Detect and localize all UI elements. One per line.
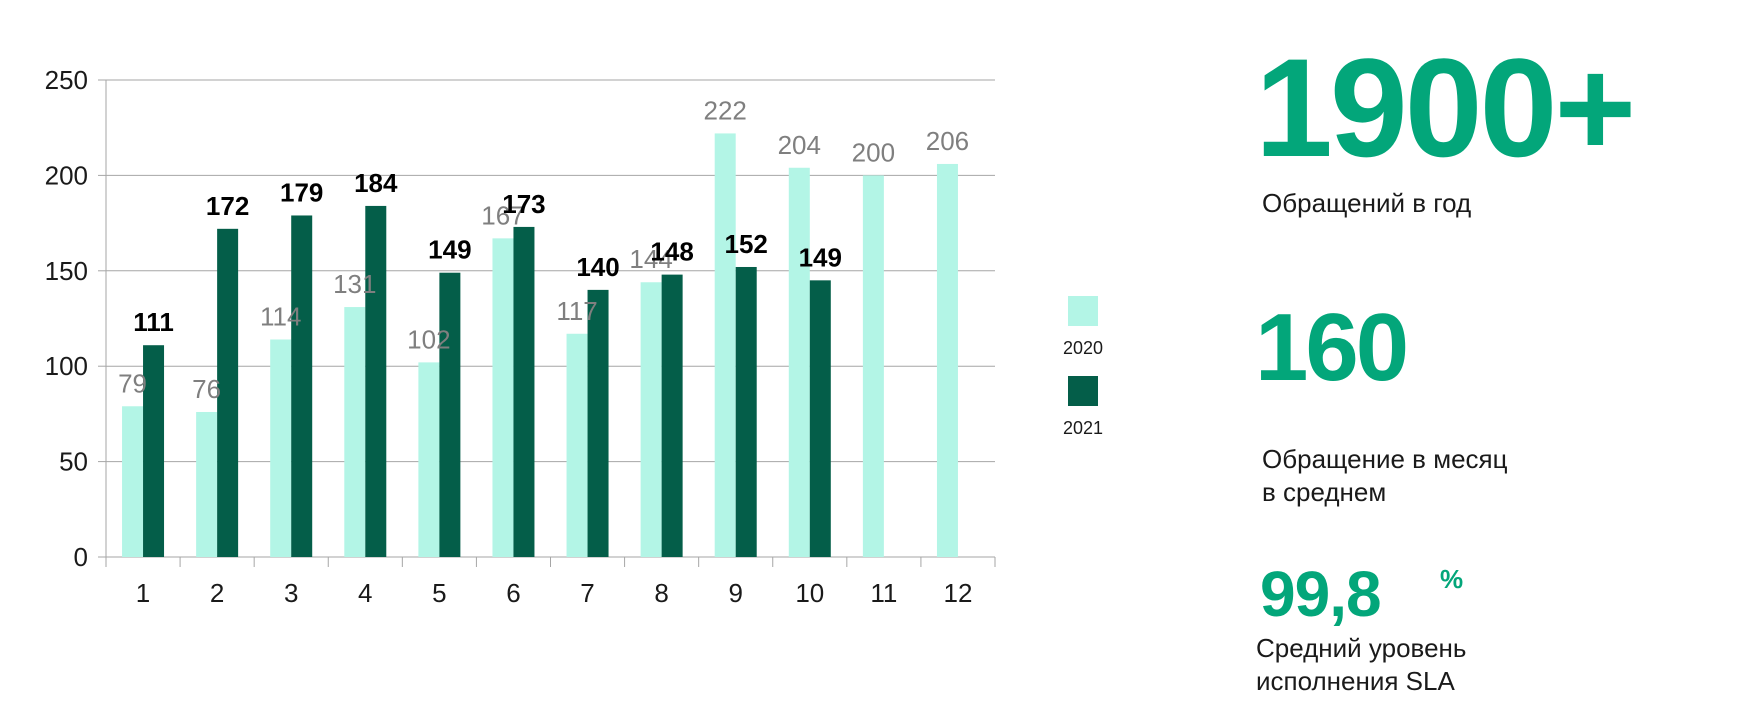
bar-2020-4 <box>344 307 366 557</box>
legend-label-2020: 2020 <box>1063 338 1103 358</box>
legend-label-2021: 2021 <box>1063 418 1103 438</box>
stats-panel: 1900+ Обращений в год 160 Обращение в ме… <box>1250 0 1740 720</box>
data-label-2021: 184 <box>354 168 398 198</box>
x-tick-label: 12 <box>943 578 972 608</box>
bar-2021-4 <box>365 205 387 558</box>
x-tick-label: 9 <box>728 578 742 608</box>
data-label-2020: 144 <box>629 244 672 274</box>
data-label-2020: 102 <box>407 324 450 354</box>
bar-2021-5 <box>439 272 461 557</box>
y-axis: 0 50 100 150 200 250 <box>45 65 107 572</box>
sla-caption-line1: Средний уровень <box>1256 633 1467 663</box>
bar-2020-7 <box>566 333 588 557</box>
monthly-caption-line1: Обращение в месяц <box>1262 444 1508 474</box>
data-label-2020: 200 <box>852 137 895 167</box>
bar-2021-1 <box>143 345 165 557</box>
bar-2020-1 <box>122 406 144 557</box>
data-label-2021: 111 <box>133 307 174 337</box>
data-label-2020: 222 <box>704 95 747 125</box>
bar-2020-6 <box>492 238 514 557</box>
x-tick-label: 10 <box>795 578 824 608</box>
annual-count: 1900+ <box>1255 29 1636 186</box>
bar-2020-2 <box>196 411 218 557</box>
data-label-2021: 179 <box>280 177 323 207</box>
bar-2020-12 <box>936 163 958 557</box>
monthly-caption-line2: в среднем <box>1262 477 1387 507</box>
data-label-2021: 173 <box>502 189 545 219</box>
bar-2020-8 <box>640 282 662 557</box>
sla-caption-line2: исполнения SLA <box>1256 666 1455 696</box>
data-label-2021: 149 <box>428 235 471 265</box>
data-label-2021: 149 <box>799 242 842 272</box>
bar-2020-10 <box>788 167 810 557</box>
x-tick-label: 3 <box>284 578 298 608</box>
bar-2021-3 <box>291 215 313 557</box>
data-label-2020: 131 <box>333 269 376 299</box>
data-label-2021: 172 <box>206 191 249 221</box>
data-label-2020: 79 <box>118 368 147 398</box>
y-tick-label: 50 <box>59 447 88 477</box>
bar-2021-2 <box>217 228 239 557</box>
data-label-2021: 148 <box>650 237 693 267</box>
data-label-2021: 152 <box>725 229 768 259</box>
legend: 2020 2021 <box>1063 296 1103 438</box>
data-label-2020: 206 <box>926 126 969 156</box>
data-label-2021: 140 <box>576 252 619 282</box>
bar-2020-3 <box>270 339 292 557</box>
y-tick-label: 200 <box>45 160 88 190</box>
y-tick-label: 0 <box>74 542 88 572</box>
x-tick-label: 1 <box>136 578 150 608</box>
bar-2020-9 <box>714 133 736 557</box>
x-tick-label: 2 <box>210 578 224 608</box>
x-tick-label: 7 <box>580 578 594 608</box>
annual-caption: Обращений в год <box>1262 188 1472 218</box>
bar-2021-6 <box>513 226 535 557</box>
y-tick-label: 100 <box>45 351 88 381</box>
data-label-2020: 114 <box>260 301 301 331</box>
legend-swatch-2020 <box>1068 296 1098 326</box>
monthly-average: 160 <box>1255 294 1409 401</box>
x-tick-label: 11 <box>870 578 897 608</box>
x-tick-label: 5 <box>432 578 446 608</box>
data-label-2020: 167 <box>481 200 524 230</box>
bar-2020-11 <box>862 175 884 557</box>
bar-2020-5 <box>418 362 440 557</box>
bar-2021-8 <box>661 274 683 557</box>
x-tick-label: 6 <box>506 578 520 608</box>
data-label-2020: 117 <box>556 296 597 326</box>
bar-2021-9 <box>735 266 757 557</box>
data-label-2020: 204 <box>778 130 821 160</box>
sla-unit: % <box>1440 564 1464 594</box>
bar-2021-10 <box>809 280 831 557</box>
y-tick-label: 150 <box>45 256 88 286</box>
y-tick-label: 250 <box>45 65 88 95</box>
bars <box>122 133 958 558</box>
data-labels: 79 76 114 131 102 167 117 144 222 204 200 206 111 172… <box>118 95 969 404</box>
x-tick-label: 4 <box>358 578 372 608</box>
x-tick-label: 8 <box>654 578 668 608</box>
legend-swatch-2021 <box>1068 376 1098 406</box>
data-label-2020: 76 <box>192 374 221 404</box>
sla-value: 99,8 <box>1260 558 1382 630</box>
bar-2021-7 <box>587 289 609 557</box>
x-axis: 1 2 3 4 5 6 7 8 9 10 11 12 <box>105 556 996 608</box>
